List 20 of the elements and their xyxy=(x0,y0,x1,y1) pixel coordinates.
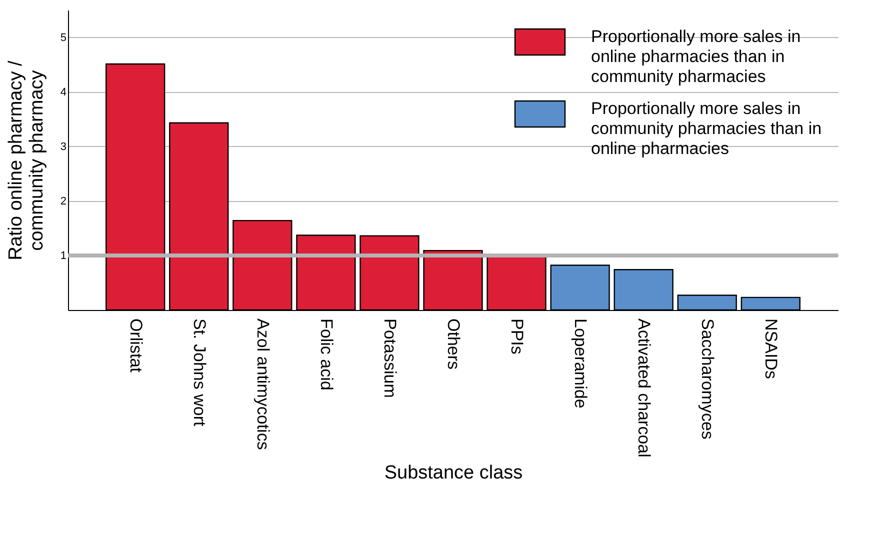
legend-label: Proportionally more sales in community pharmacies than in online pharmacies xyxy=(591,99,822,158)
x-tick-label: Potassium xyxy=(380,318,400,398)
x-tick-label: NSAIDs xyxy=(762,318,781,379)
x-axis-title: Substance class xyxy=(384,462,523,484)
x-tick-label: St. Johns wort xyxy=(190,318,209,426)
x-tick-label: Folic acid xyxy=(316,318,336,390)
y-tick-label: 2 xyxy=(60,195,66,208)
y-tick-label: 4 xyxy=(60,86,66,98)
x-tick-label: Loperamide xyxy=(571,318,590,408)
y-tick-label: 3 xyxy=(60,140,66,153)
x-tick-label: Saccharomyces xyxy=(698,318,718,440)
y-axis-title: Ratio online pharmacy / community pharmacy xyxy=(5,60,48,260)
y-tick-label: 1 xyxy=(60,250,66,262)
x-tick-label: Others xyxy=(444,318,463,370)
x-tick-label: Activated charcoal xyxy=(634,318,654,458)
y-tick-label: 5 xyxy=(60,32,66,44)
legend-label: Proportionally more sales in online pharmacies than in community pharmacies xyxy=(591,27,801,86)
x-tick-label: Azol antimycotics xyxy=(253,318,272,450)
x-tick-label: PPIs xyxy=(508,318,527,354)
x-tick-label: Orlistat xyxy=(126,318,146,373)
